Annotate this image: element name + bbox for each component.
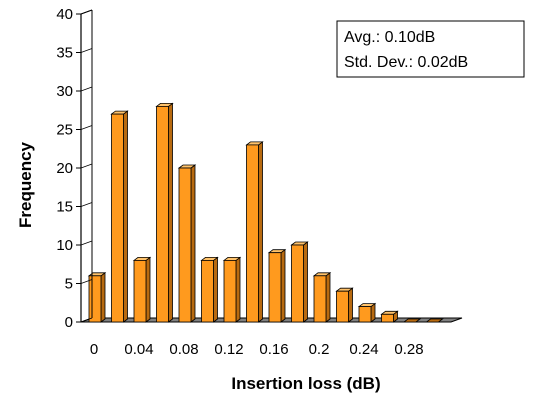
- x-tick-label: 0.12: [214, 341, 243, 358]
- bar-side: [168, 102, 173, 323]
- histogram-bar: [200, 256, 219, 323]
- histogram-bar: [155, 102, 174, 323]
- y-tick-depth: [80, 9, 93, 15]
- bar-side: [100, 271, 106, 323]
- histogram-bar: [267, 248, 287, 323]
- x-axis-title: Insertion loss (dB): [231, 374, 380, 393]
- x-tick-label: 0.28: [394, 341, 423, 358]
- bar-side: [325, 271, 331, 323]
- bar-flat: [425, 318, 444, 323]
- y-tick-label: 35: [56, 45, 73, 62]
- histogram-bar: [312, 271, 332, 323]
- bar-flat: [402, 318, 422, 323]
- histogram-bar: [87, 271, 107, 323]
- histogram-bar: [245, 141, 264, 323]
- y-tick-depth: [80, 86, 93, 92]
- bar-front: [268, 252, 282, 323]
- y-tick-depth: [80, 125, 93, 130]
- y-tick-label: 15: [56, 199, 73, 216]
- bar-side: [258, 141, 263, 323]
- y-tick-depth: [80, 48, 93, 53]
- bar-front: [201, 259, 214, 323]
- y-tick-depth: [80, 317, 93, 323]
- bar-front: [313, 275, 327, 323]
- x-tick-label: 0.08: [169, 341, 198, 358]
- bar-front: [358, 306, 372, 323]
- bar-front: [291, 244, 304, 323]
- bar-front: [246, 144, 259, 323]
- y-axis-title: Frequency: [16, 141, 35, 228]
- bar-side: [123, 110, 128, 323]
- x-tick-label: 0.16: [259, 341, 288, 358]
- histogram-bar: [132, 256, 152, 323]
- y-tick-label: 30: [56, 83, 73, 100]
- histogram-bar: [425, 318, 444, 323]
- bar-side: [235, 256, 241, 323]
- bar-front: [381, 313, 394, 323]
- y-tick-label: 40: [56, 6, 73, 23]
- x-tick-labels: 0 0.04 0.08 0.12 0.16 0.2 0.24 0.28: [90, 341, 424, 358]
- y-tick-depth: [80, 163, 93, 169]
- y-tick-label: 0: [65, 314, 73, 331]
- histogram-bar: [357, 302, 377, 323]
- y-tick-label: 5: [65, 276, 73, 293]
- bar-side: [303, 241, 308, 323]
- histogram-bar: [402, 318, 422, 323]
- bar-front: [336, 290, 349, 323]
- y-tick-depth: [80, 202, 93, 207]
- bars-group: [87, 102, 444, 323]
- histogram-bar: [177, 164, 197, 323]
- y-tick-labels: 0 5 10 15 20 25 30 35 40: [56, 6, 73, 331]
- bar-front: [88, 275, 102, 323]
- std-dev-annotation: Std. Dev.: 0.02dB: [344, 54, 468, 71]
- histogram-bar: [290, 241, 309, 323]
- bar-front: [133, 259, 147, 323]
- bar-front: [178, 167, 192, 323]
- y-tick-label: 25: [56, 122, 73, 139]
- x-tick-label: 0.2: [309, 341, 330, 358]
- histogram-bar: [222, 256, 242, 323]
- y-tick-label: 20: [56, 160, 73, 177]
- bar-side: [280, 248, 286, 323]
- y-tick-depth: [80, 240, 93, 246]
- histogram-bar: [110, 110, 129, 323]
- histogram-bar: [380, 310, 399, 323]
- x-tick-label: 0.24: [349, 341, 378, 358]
- stats-annotation-box: Avg.: 0.10dB Std. Dev.: 0.02dB: [336, 20, 525, 78]
- histogram-bar: [335, 287, 354, 323]
- x-tick-label: 0.04: [124, 341, 153, 358]
- avg-annotation: Avg.: 0.10dB: [344, 29, 435, 46]
- bar-side: [348, 287, 353, 323]
- y-tick-depth: [80, 279, 93, 284]
- bar-front: [223, 259, 237, 323]
- bar-front: [156, 106, 169, 323]
- y-tick-label: 10: [56, 237, 73, 254]
- bar-front: [111, 113, 124, 323]
- bar-side: [145, 256, 151, 323]
- x-tick-label: 0: [90, 341, 98, 358]
- bar-side: [190, 164, 196, 323]
- bar-side: [213, 256, 218, 323]
- axes-group: [76, 9, 93, 323]
